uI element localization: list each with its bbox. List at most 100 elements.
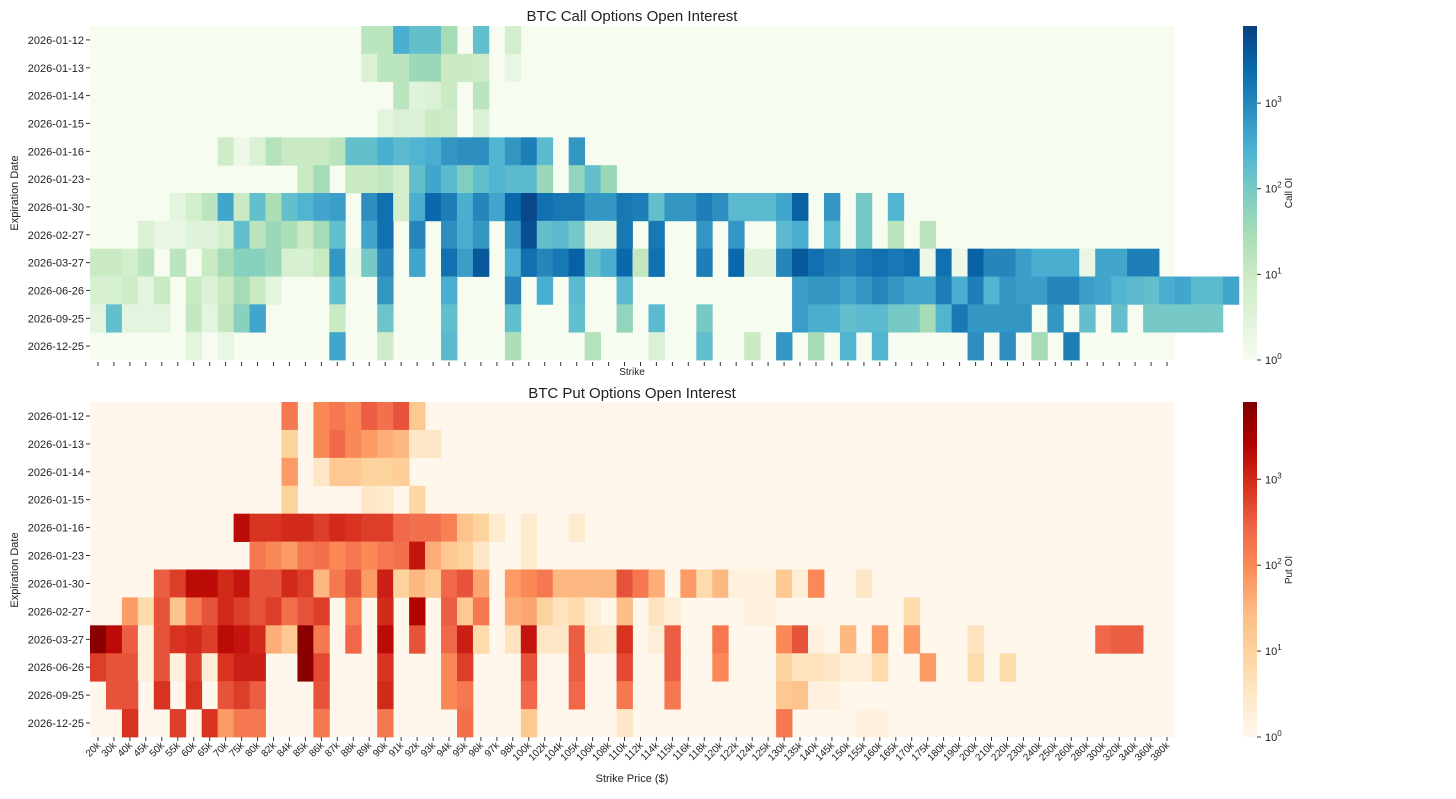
call-heatmap-cell — [153, 304, 171, 333]
call-y-tick-label: 2026-01-15 — [28, 118, 84, 130]
put-heatmap-cell — [504, 597, 522, 626]
call-heatmap-cell — [552, 248, 570, 277]
call-heatmap-cell — [425, 193, 442, 222]
call-heatmap-cell — [919, 220, 937, 250]
put-heatmap-cell — [281, 541, 298, 570]
put-heatmap-cell — [823, 653, 841, 682]
call-heatmap-cell — [584, 220, 601, 250]
call-heatmap-cell — [249, 248, 266, 277]
call-heatmap-cell — [648, 193, 665, 222]
put-heatmap-cell — [409, 569, 426, 598]
call-heatmap-cell — [967, 332, 984, 361]
call-heatmap-cell — [504, 220, 522, 250]
put-heatmap-cell — [584, 597, 601, 626]
put-heatmap-cell — [249, 625, 266, 654]
call-heatmap-cell — [823, 220, 841, 250]
put-heatmap-cell — [169, 709, 187, 738]
call-heatmap-cell — [616, 248, 633, 277]
call-heatmap-cell — [217, 276, 235, 305]
call-heatmap-cell — [217, 193, 235, 222]
put-heatmap-cell — [696, 569, 713, 598]
put-heatmap-cell — [329, 429, 346, 459]
call-heatmap-cell — [792, 220, 809, 250]
call-heatmap-cell — [760, 193, 777, 222]
call-heatmap-cell — [297, 193, 314, 222]
call-heatmap-cell — [951, 304, 968, 333]
call-heatmap-cell — [409, 109, 426, 138]
call-heatmap-cell — [281, 220, 298, 250]
call-heatmap-cell — [472, 165, 490, 194]
put-heatmap-cell — [233, 709, 250, 738]
put-heatmap-cell — [137, 625, 155, 654]
call-heatmap-cell — [855, 193, 873, 222]
put-heatmap-cell — [217, 681, 235, 710]
put-heatmap-cell — [313, 625, 330, 654]
put-heatmap-cell — [456, 653, 474, 682]
put-heatmap-cell — [361, 485, 378, 515]
call-heatmap-cell — [409, 137, 426, 166]
call-heatmap-cell — [584, 165, 601, 194]
call-heatmap-cell — [217, 304, 235, 333]
put-heatmap-cell — [377, 485, 394, 515]
call-heatmap-cell — [1143, 276, 1160, 305]
call-heatmap-cell — [520, 165, 538, 194]
call-colorbar — [1243, 26, 1257, 360]
call-heatmap-cell — [393, 165, 410, 194]
call-heatmap-cell — [568, 276, 586, 305]
call-heatmap-cell — [1079, 248, 1096, 277]
call-heatmap-cell — [887, 193, 905, 222]
call-heatmap-cell — [441, 193, 458, 222]
put-heatmap-cell — [616, 597, 633, 626]
put-heatmap-cell — [265, 569, 282, 598]
call-heatmap-cell — [345, 137, 362, 166]
put-heatmap-cell — [456, 597, 474, 626]
call-colorbar-tick-label: 103 — [1265, 95, 1282, 110]
call-heatmap-cell — [441, 81, 458, 110]
call-y-tick-label: 2026-01-13 — [28, 63, 84, 75]
call-heatmap-cell — [776, 248, 793, 277]
call-heatmap-cell — [201, 304, 219, 333]
call-heatmap-cell — [377, 193, 394, 222]
call-heatmap-cell — [377, 137, 394, 166]
put-heatmap-cell — [249, 569, 266, 598]
put-heatmap-cell — [520, 709, 538, 738]
call-heatmap-cell — [137, 220, 155, 250]
call-heatmap-cell — [472, 137, 490, 166]
call-heatmap-cell — [520, 248, 538, 277]
put-y-tick-label: 2026-01-15 — [28, 495, 84, 507]
call-heatmap-cell — [169, 248, 187, 277]
call-heatmap-cell — [185, 220, 203, 250]
call-heatmap-cell — [329, 220, 346, 250]
call-heatmap-cell — [967, 248, 984, 277]
call-heatmap-cell — [249, 137, 266, 166]
call-heatmap-cell — [935, 304, 953, 333]
put-heatmap-cell — [217, 653, 235, 682]
put-heatmap-cell — [520, 597, 538, 626]
put-heatmap-cell — [792, 569, 809, 598]
call-heatmap-cell — [823, 193, 841, 222]
call-heatmap-cell — [808, 248, 825, 277]
put-heatmap-cell — [249, 513, 266, 542]
put-heatmap-cell — [648, 597, 665, 626]
put-x-tick-label: 380k — [1149, 740, 1173, 764]
put-heatmap-cell — [169, 597, 187, 626]
put-heatmap-cell — [393, 402, 410, 431]
put-heatmap-cell — [169, 569, 187, 598]
put-heatmap-cell — [313, 681, 330, 710]
put-heatmap-cell — [217, 709, 235, 738]
call-heatmap-cell — [504, 165, 522, 194]
call-heatmap-cell — [728, 193, 745, 222]
call-heatmap-cell — [1159, 304, 1176, 333]
call-heatmap-cell — [121, 276, 139, 305]
call-x-axis-label: Strike — [619, 367, 645, 378]
put-heatmap-cell — [121, 681, 139, 710]
put-heatmap-cell — [233, 597, 250, 626]
put-heatmap-cell — [903, 625, 921, 654]
call-heatmap-cell — [999, 276, 1016, 305]
call-heatmap-cell — [329, 137, 346, 166]
call-heatmap-cell — [425, 109, 442, 138]
put-colorbar-tick-label: 100 — [1265, 729, 1282, 744]
put-y-tick-label: 2026-01-14 — [28, 467, 84, 479]
put-heatmap-cell — [393, 541, 410, 570]
put-heatmap-cell — [329, 457, 346, 487]
